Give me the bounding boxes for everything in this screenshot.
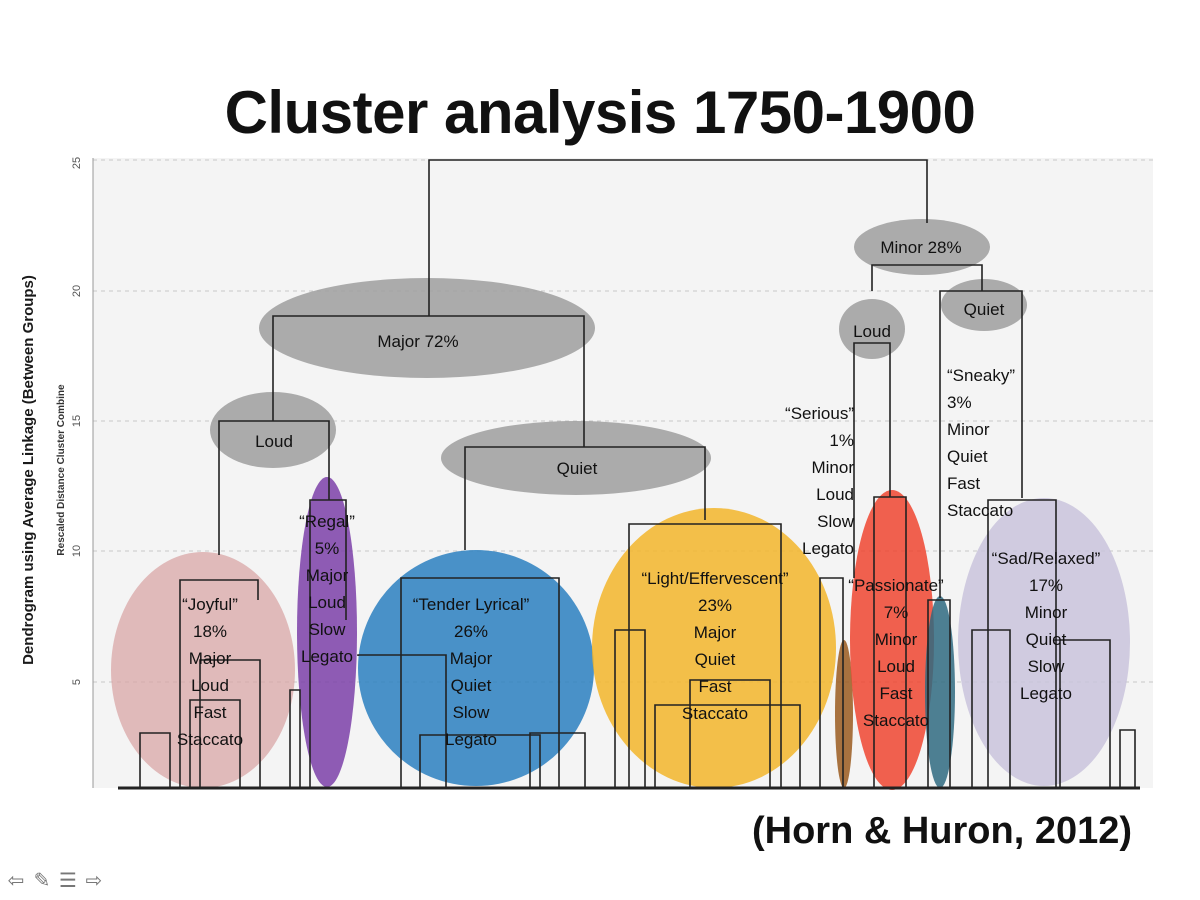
cluster-label-line: 26%	[454, 622, 488, 641]
slide-title: Cluster analysis 1750-1900	[224, 79, 976, 146]
cluster-label-passionate: “Passionate” 7% Minor Loud Fast Staccato	[848, 576, 944, 730]
cluster-label-line: Quiet	[1026, 630, 1067, 649]
cluster-ellipses	[111, 477, 1130, 790]
pencil-icon[interactable]: ✎	[33, 868, 51, 892]
cluster-label-line: Staccato	[177, 730, 243, 749]
cluster-label-line: “Tender Lyrical”	[413, 595, 530, 614]
cluster-label-line: 5%	[315, 539, 340, 558]
cluster-label-line: Quiet	[695, 650, 736, 669]
cluster-label-line: Staccato	[682, 704, 748, 723]
cluster-label-line: Loud	[191, 676, 229, 695]
cluster-label-line: Legato	[1020, 684, 1072, 703]
cluster-label-line: Minor	[1025, 603, 1068, 622]
cluster-label-line: “Sad/Relaxed”	[992, 549, 1101, 568]
cluster-label-line: Major	[189, 649, 232, 668]
group-label-major-loud: Loud	[255, 432, 293, 451]
cluster-ellipse-serious	[835, 640, 853, 788]
y-tick: 10	[71, 545, 83, 557]
cluster-label-serious: “Serious” 1% Minor Loud Slow Legato	[785, 404, 855, 558]
cluster-label-tender-lyrical: “Tender Lyrical” 26% Major Quiet Slow Legato	[413, 595, 530, 749]
group-label-minor-quiet: Quiet	[964, 300, 1005, 319]
cluster-ellipse-light-effervescent	[592, 508, 836, 788]
y-tick: 15	[71, 415, 83, 427]
cluster-label-line: Minor	[811, 458, 854, 477]
cluster-label-line: Major	[694, 623, 737, 642]
cluster-label-line: Staccato	[947, 501, 1013, 520]
cluster-label-line: Quiet	[947, 447, 988, 466]
cluster-label-sad-relaxed: “Sad/Relaxed” 17% Minor Quiet Slow Legato	[992, 549, 1101, 703]
cluster-label-line: “Serious”	[785, 404, 854, 423]
cluster-label-line: Legato	[301, 647, 353, 666]
group-ellipse-major-quiet	[441, 421, 711, 495]
cluster-label-line: Slow	[1028, 657, 1066, 676]
group-ellipses	[210, 219, 1027, 495]
cluster-label-line: Legato	[802, 539, 854, 558]
cluster-label-light-effervescent: “Light/Effervescent” 23% Major Quiet Fast Sta…	[641, 569, 788, 723]
cluster-label-line: Quiet	[451, 676, 492, 695]
cluster-label-line: 1%	[829, 431, 854, 450]
group-label-major-quiet: Quiet	[557, 459, 598, 478]
cluster-label-line: “Sneaky”	[947, 366, 1015, 385]
citation: (Horn & Huron, 2012)	[752, 810, 1133, 852]
cluster-ellipse-sneaky	[925, 596, 955, 788]
cluster-label-line: Fast	[947, 474, 980, 493]
arrow-left-icon[interactable]: ⇦	[7, 868, 25, 892]
cluster-label-line: Major	[450, 649, 493, 668]
cluster-label-line: Fast	[879, 684, 912, 703]
cluster-label-sneaky: “Sneaky” 3% Minor Quiet Fast Staccato	[947, 366, 1015, 520]
cluster-label-line: “Light/Effervescent”	[641, 569, 788, 588]
cluster-label-line: Loud	[816, 485, 854, 504]
cluster-label-line: Loud	[308, 593, 346, 612]
group-ellipse-minor-quiet	[941, 279, 1027, 331]
group-label-major: Major 72%	[377, 332, 458, 351]
cluster-label-line: Minor	[875, 630, 918, 649]
cluster-label-line: Major	[306, 566, 349, 585]
cluster-label-line: 23%	[698, 596, 732, 615]
group-ellipse-major	[259, 278, 595, 378]
cluster-ellipse-joyful	[111, 552, 295, 788]
cluster-label-line: Staccato	[863, 711, 929, 730]
cluster-label-line: 17%	[1029, 576, 1063, 595]
group-ellipse-major-loud	[210, 392, 336, 468]
arrow-right-icon[interactable]: ⇨	[85, 868, 103, 892]
dendrogram-lines	[118, 159, 1140, 790]
menu-icon[interactable]: ☰	[59, 868, 77, 892]
cluster-label-line: Fast	[193, 703, 226, 722]
y-tick: 20	[71, 285, 83, 297]
cluster-label-line: 18%	[193, 622, 227, 641]
cluster-ellipse-passionate	[850, 490, 934, 790]
cluster-label-line: Slow	[309, 620, 347, 639]
slide-nav-bar: ⇦ ✎ ☰ ⇨	[4, 868, 106, 892]
group-label-minor: Minor 28%	[880, 238, 961, 257]
cluster-label-line: Minor	[947, 420, 990, 439]
cluster-label-joyful: “Joyful” 18% Major Loud Fast Staccato	[177, 595, 243, 749]
cluster-ellipse-tender-lyrical	[358, 550, 594, 786]
cluster-label-line: Legato	[445, 730, 497, 749]
cluster-label-line: “Regal”	[299, 512, 355, 531]
cluster-label-line: “Joyful”	[182, 595, 238, 614]
cluster-label-regal: “Regal” 5% Major Loud Slow Legato	[299, 512, 355, 666]
cluster-ellipse-regal	[297, 477, 357, 787]
cluster-label-line: Loud	[877, 657, 915, 676]
y-tick: 25	[71, 157, 83, 169]
cluster-label-line: Slow	[817, 512, 855, 531]
cluster-label-line: “Passionate”	[848, 576, 944, 595]
group-ellipse-minor	[854, 219, 990, 275]
cluster-label-line: Slow	[453, 703, 491, 722]
group-ellipse-minor-loud	[839, 299, 905, 359]
cluster-label-line: 7%	[884, 603, 909, 622]
group-label-minor-loud: Loud	[853, 322, 891, 341]
y-tick: 5	[71, 679, 83, 685]
cluster-label-line: 3%	[947, 393, 972, 412]
cluster-label-line: Fast	[698, 677, 731, 696]
cluster-ellipse-sad-relaxed	[958, 498, 1130, 786]
